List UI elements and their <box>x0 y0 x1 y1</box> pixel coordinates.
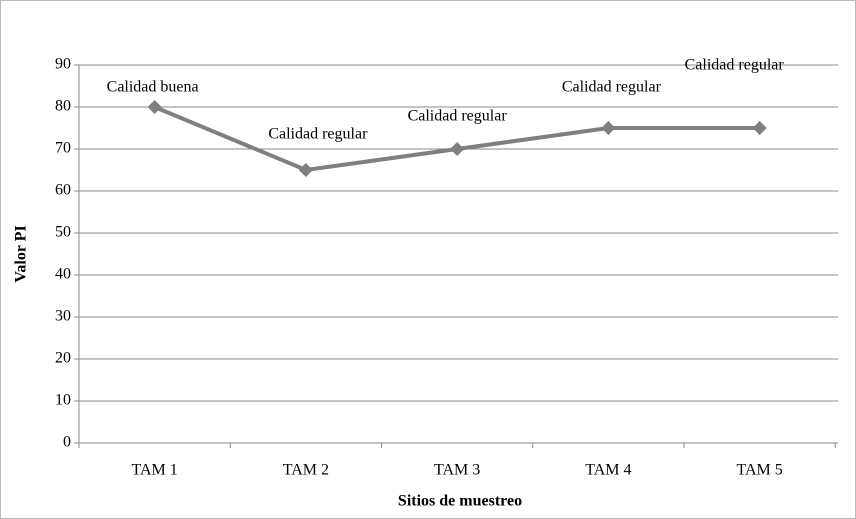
y-tick-label: 10 <box>55 392 71 409</box>
marker <box>147 100 162 114</box>
x-tick-label: TAM 5 <box>736 462 782 479</box>
x-axis-title: Sitios de muestreo <box>398 493 522 510</box>
annotation: Calidad regular <box>268 126 368 143</box>
annotation: Calidad regular <box>408 108 508 125</box>
y-tick-label: 70 <box>55 140 71 157</box>
x-tick-label: TAM 3 <box>434 462 480 479</box>
y-tick-label: 90 <box>55 56 71 73</box>
x-tick-label: TAM 2 <box>283 462 329 479</box>
x-tick-label: TAM 1 <box>131 462 177 479</box>
y-axis-title: Valor PI <box>13 225 30 282</box>
marker <box>752 121 767 135</box>
y-tick-label: 40 <box>55 266 71 283</box>
annotation: Calidad regular <box>685 57 785 74</box>
y-tick-label: 60 <box>55 182 71 199</box>
x-tick-label: TAM 4 <box>585 462 631 479</box>
y-tick-label: 80 <box>55 98 71 115</box>
y-tick-label: 20 <box>55 350 71 367</box>
annotation: Calidad buena <box>107 79 199 96</box>
marker <box>298 163 313 177</box>
marker <box>601 121 616 135</box>
y-tick-label: 0 <box>63 434 71 451</box>
marker <box>450 142 465 156</box>
y-tick-label: 50 <box>55 224 71 241</box>
y-tick-label: 30 <box>55 308 71 325</box>
annotation: Calidad regular <box>562 79 662 96</box>
